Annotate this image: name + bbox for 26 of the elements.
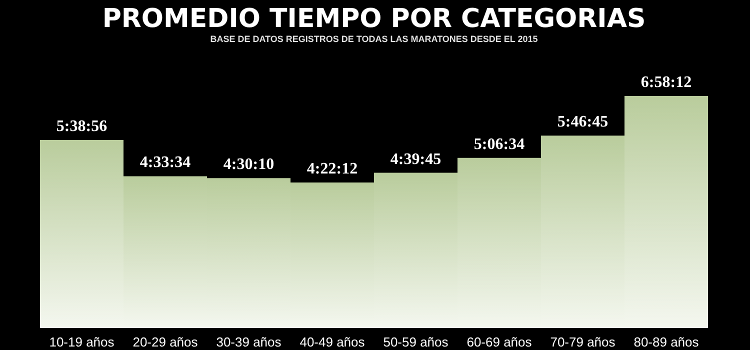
bar	[207, 178, 290, 328]
data-label: 5:06:34	[474, 136, 525, 153]
bar	[541, 136, 624, 328]
data-label: 4:39:45	[390, 150, 442, 168]
chart-subtitle: BASE DE DATOS REGISTROS DE TODAS LAS MARATONES DESDE EL 2015	[210, 34, 538, 44]
bar	[40, 140, 124, 328]
bar	[290, 182, 374, 328]
bar	[124, 176, 207, 328]
x-tick-label: 10-19 años	[49, 334, 115, 350]
x-tick-label: 20-29 años	[132, 334, 198, 350]
data-label: 6:58:12	[640, 74, 692, 91]
x-tick-label: 70-79 años	[550, 334, 616, 350]
x-tick-label: 80-89 años	[634, 334, 700, 350]
data-label: 4:30:10	[223, 156, 274, 174]
bar	[374, 172, 458, 328]
x-tick-label: 30-39 años	[216, 334, 282, 350]
bar	[624, 96, 708, 328]
data-label: 5:46:45	[557, 114, 608, 131]
x-tick-label: 50-59 años	[383, 334, 449, 350]
x-tick-label: 60-69 años	[466, 334, 532, 350]
data-label: 4:22:12	[306, 160, 358, 178]
data-label: 4:33:34	[140, 154, 191, 172]
x-tick-label: 40-49 años	[300, 334, 366, 350]
bar	[458, 158, 541, 328]
data-label: 5:38:56	[56, 118, 108, 135]
chart-title: PROMEDIO TIEMPO POR CATEGORIAS	[102, 4, 646, 34]
